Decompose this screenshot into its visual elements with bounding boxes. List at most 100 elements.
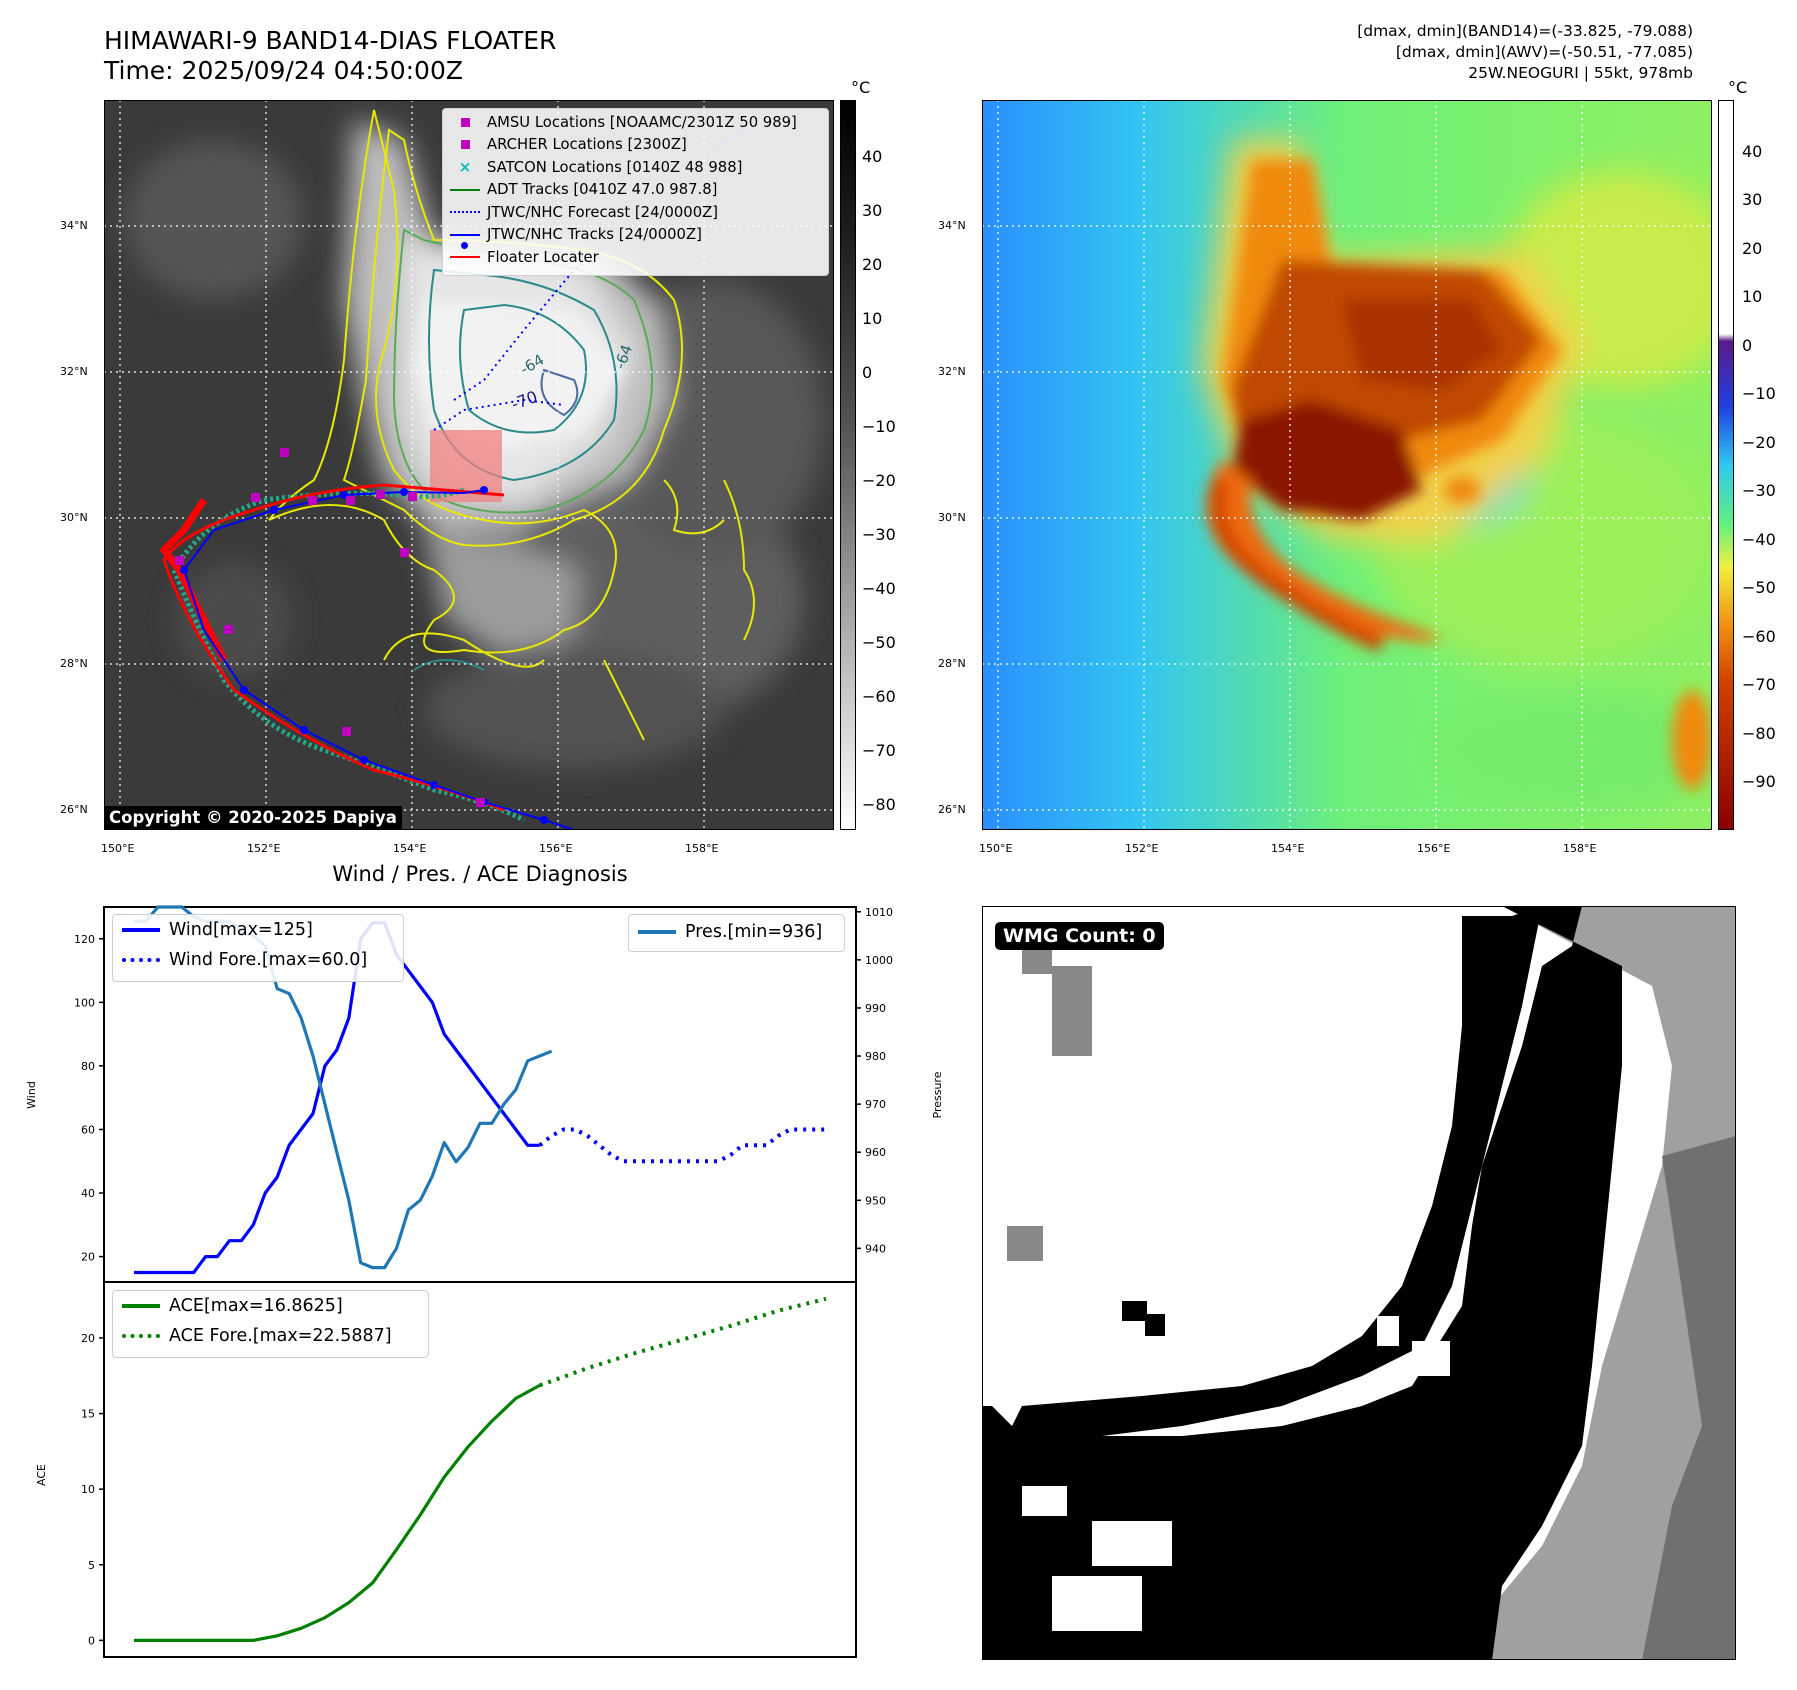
series-line-0: [134, 921, 540, 1275]
color-colorbar-ticks: 40 30 20 10 0 −10 −20 −30 −40 −50 −60 −7…: [1738, 100, 1788, 830]
line-marker-icon: [443, 256, 487, 259]
legend-label-ace-fore: ACE Fore.[max=22.5887]: [169, 1326, 392, 1346]
legend-label-tracks: JTWC/NHC Tracks [24/0000Z]: [487, 226, 702, 244]
color-tick: −80: [1742, 724, 1776, 743]
x-marker-icon: ×: [458, 158, 472, 177]
title-line-2: Time: 2025/09/24 04:50:00Z: [104, 56, 463, 85]
color-tick: 20: [1742, 239, 1763, 258]
legend-item-ace-fore: ACE Fore.[max=22.5887]: [113, 1321, 428, 1351]
dotted-line-icon: [113, 958, 169, 962]
gray-tick: −30: [862, 525, 896, 544]
square-marker-icon: [443, 117, 487, 127]
lon-label-150-right: 150°E: [979, 842, 1013, 855]
pressure-legend: Pres.[min=936]: [628, 914, 845, 952]
gray-tick: 20: [862, 255, 883, 274]
ace-series-line-1: [539, 1296, 827, 1388]
lon-label-158-right: 158°E: [1563, 842, 1597, 855]
info-line-1: [dmax, dmin](BAND14)=(-33.825, -79.088): [1357, 22, 1693, 40]
color-map-image: [981, 99, 1742, 831]
pressure-tick-label: 960: [865, 1146, 886, 1159]
wmg-image: [981, 905, 1762, 1661]
legend-label-floater: Floater Locater: [487, 248, 599, 266]
gray-tick: 10: [862, 309, 883, 328]
legend-item-amsu: AMSU Locations [NOAAMC/2301Z 50 989]: [443, 111, 828, 134]
lon-label-150: 150°E: [101, 842, 135, 855]
color-tick: −50: [1742, 578, 1776, 597]
wmg-panel: [981, 905, 1762, 1661]
legend-item-tracks: JTWC/NHC Tracks [24/0000Z]: [443, 224, 828, 249]
legend-label-adt: ADT Tracks [0410Z 47.0 987.8]: [487, 181, 718, 199]
color-colorbar: [1718, 100, 1734, 830]
lon-label-156-right: 156°E: [1417, 842, 1451, 855]
color-tick: −40: [1742, 530, 1776, 549]
copyright-badge: Copyright © 2020-2025 Dapiya: [104, 806, 402, 829]
legend-item-satcon: × SATCON Locations [0140Z 48 988]: [443, 156, 828, 179]
ace-tick-label: 10: [81, 1483, 95, 1496]
color-tick: 30: [1742, 190, 1763, 209]
color-tick: 10: [1742, 287, 1763, 306]
pressure-tick-label: 990: [865, 1002, 886, 1015]
wind-tick-label: 120: [74, 933, 95, 946]
wind-tick-label: 40: [81, 1187, 95, 1200]
pressure-tick-label: 1000: [865, 954, 893, 967]
lat-label-28: 28°N: [60, 657, 88, 670]
color-tick: −10: [1742, 384, 1776, 403]
legend-item-archer: ARCHER Locations [2300Z]: [443, 134, 828, 157]
gray-tick: 40: [862, 147, 883, 166]
legend-label-archer: ARCHER Locations [2300Z]: [487, 136, 687, 154]
legend-label-forecast: JTWC/NHC Forecast [24/0000Z]: [487, 203, 719, 221]
ace-legend: ACE[max=16.8625] ACE Fore.[max=22.5887]: [112, 1290, 429, 1358]
color-tick: 0: [1742, 336, 1753, 355]
lon-label-152-right: 152°E: [1125, 842, 1159, 855]
line-marker-icon: [113, 1304, 169, 1308]
lat-label-28-right: 28°N: [938, 657, 966, 670]
lon-label-154-right: 154°E: [1271, 842, 1305, 855]
color-tick: −20: [1742, 433, 1776, 452]
gray-colorbar-ticks: 40 30 20 10 0 −10 −20 −30 −40 −50 −60 −7…: [860, 100, 910, 830]
info-line-2: [dmax, dmin](AWV)=(-50.51, -77.085): [1395, 43, 1693, 61]
legend-item-pressure: Pres.[min=936]: [629, 915, 844, 949]
line-marker-icon: [113, 928, 169, 932]
ace-axis-label: ACE: [35, 1464, 48, 1486]
color-tick: −90: [1742, 772, 1776, 791]
gray-tick: −40: [862, 579, 896, 598]
lat-label-32: 32°N: [60, 365, 88, 378]
gray-tick: 0: [862, 363, 873, 382]
gray-tick: 30: [862, 201, 883, 220]
legend-label-ace: ACE[max=16.8625]: [169, 1296, 343, 1316]
gray-tick: −80: [862, 795, 896, 814]
legend-label-satcon: SATCON Locations [0140Z 48 988]: [487, 158, 743, 176]
square-marker-icon: [443, 140, 487, 150]
legend-item-wind: Wind[max=125]: [113, 915, 403, 945]
line-marker-icon: [629, 930, 685, 934]
series-line-1: [538, 1127, 826, 1164]
gray-tick: −60: [862, 687, 896, 706]
lat-label-30: 30°N: [60, 511, 88, 524]
lat-label-30-right: 30°N: [938, 511, 966, 524]
legend-item-forecast: JTWC/NHC Forecast [24/0000Z]: [443, 201, 828, 224]
ace-plot-frame: [103, 1281, 857, 1658]
wind-axis-label: Wind: [25, 1081, 38, 1109]
lat-label-32-right: 32°N: [938, 365, 966, 378]
dotted-line-icon: [113, 1334, 169, 1338]
legend-label-amsu: AMSU Locations [NOAAMC/2301Z 50 989]: [487, 113, 797, 131]
gray-tick: −50: [862, 633, 896, 652]
diagnosis-title: Wind / Pres. / ACE Diagnosis: [332, 862, 628, 886]
gray-tick: −20: [862, 471, 896, 490]
legend-label-pressure: Pres.[min=936]: [685, 922, 823, 942]
ace-series-line-0: [134, 1383, 541, 1643]
pressure-tick-label: 950: [865, 1194, 886, 1207]
dotted-line-icon: [443, 211, 487, 214]
wind-tick-label: 80: [81, 1060, 95, 1073]
color-tick: −70: [1742, 675, 1776, 694]
color-tick: −30: [1742, 481, 1776, 500]
legend-label-wind: Wind[max=125]: [169, 920, 313, 940]
lon-label-158: 158°E: [685, 842, 719, 855]
wind-tick-label: 60: [81, 1123, 95, 1136]
pressure-tick-label: 940: [865, 1242, 886, 1255]
gray-tick: −70: [862, 741, 896, 760]
color-map-panel: [981, 99, 1742, 831]
wind-legend: Wind[max=125] Wind Fore.[max=60.0]: [112, 914, 404, 982]
wind-tick-label: 20: [81, 1251, 95, 1264]
lon-label-152: 152°E: [247, 842, 281, 855]
